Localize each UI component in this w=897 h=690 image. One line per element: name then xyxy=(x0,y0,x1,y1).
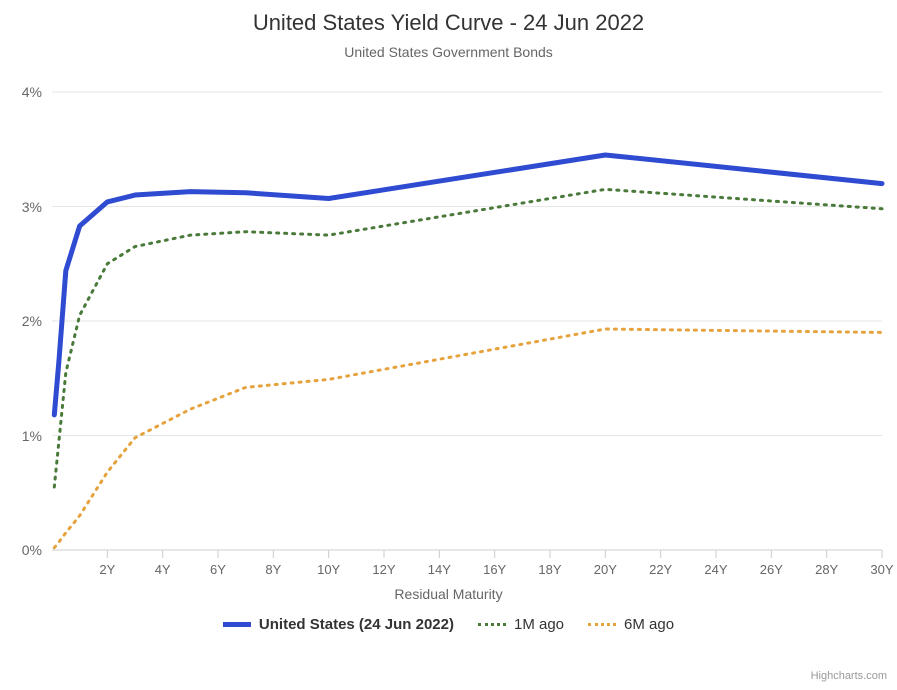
x-tick-label: 30Y xyxy=(870,562,893,577)
legend-swatch xyxy=(478,623,506,626)
chart-title: United States Yield Curve - 24 Jun 2022 xyxy=(0,10,897,36)
x-axis-title: Residual Maturity xyxy=(0,586,897,602)
credits-link[interactable]: Highcharts.com xyxy=(811,670,887,682)
x-tick-label: 24Y xyxy=(704,562,727,577)
legend-swatch xyxy=(223,622,251,627)
legend-item-0[interactable]: United States (24 Jun 2022) xyxy=(223,616,454,633)
x-tick-label: 10Y xyxy=(317,562,340,577)
x-tick-label: 16Y xyxy=(483,562,506,577)
x-tick-label: 28Y xyxy=(815,562,838,577)
plot-svg xyxy=(52,92,882,560)
x-tick-label: 22Y xyxy=(649,562,672,577)
y-tick-label: 2% xyxy=(0,313,42,329)
legend-label: United States (24 Jun 2022) xyxy=(259,616,454,633)
legend-item-2[interactable]: 6M ago xyxy=(588,616,674,633)
y-tick-label: 4% xyxy=(0,84,42,100)
series-line-2[interactable] xyxy=(54,329,882,548)
y-tick-label: 0% xyxy=(0,542,42,558)
x-tick-label: 20Y xyxy=(594,562,617,577)
legend-swatch xyxy=(588,623,616,626)
x-tick-label: 2Y xyxy=(99,562,115,577)
legend-label: 6M ago xyxy=(624,616,674,633)
x-tick-label: 8Y xyxy=(265,562,281,577)
x-tick-label: 6Y xyxy=(210,562,226,577)
chart-subtitle: United States Government Bonds xyxy=(0,44,897,60)
x-tick-label: 4Y xyxy=(155,562,171,577)
series-line-1[interactable] xyxy=(54,189,882,487)
series-line-0[interactable] xyxy=(54,155,882,415)
x-tick-label: 14Y xyxy=(428,562,451,577)
x-tick-label: 26Y xyxy=(760,562,783,577)
yield-curve-chart: United States Yield Curve - 24 Jun 2022 … xyxy=(0,0,897,690)
y-tick-label: 3% xyxy=(0,199,42,215)
legend-item-1[interactable]: 1M ago xyxy=(478,616,564,633)
x-tick-label: 18Y xyxy=(538,562,561,577)
x-tick-label: 12Y xyxy=(372,562,395,577)
y-tick-label: 1% xyxy=(0,428,42,444)
plot-area[interactable] xyxy=(52,92,882,550)
legend: United States (24 Jun 2022) 1M ago 6M ago xyxy=(0,616,897,633)
legend-label: 1M ago xyxy=(514,616,564,633)
